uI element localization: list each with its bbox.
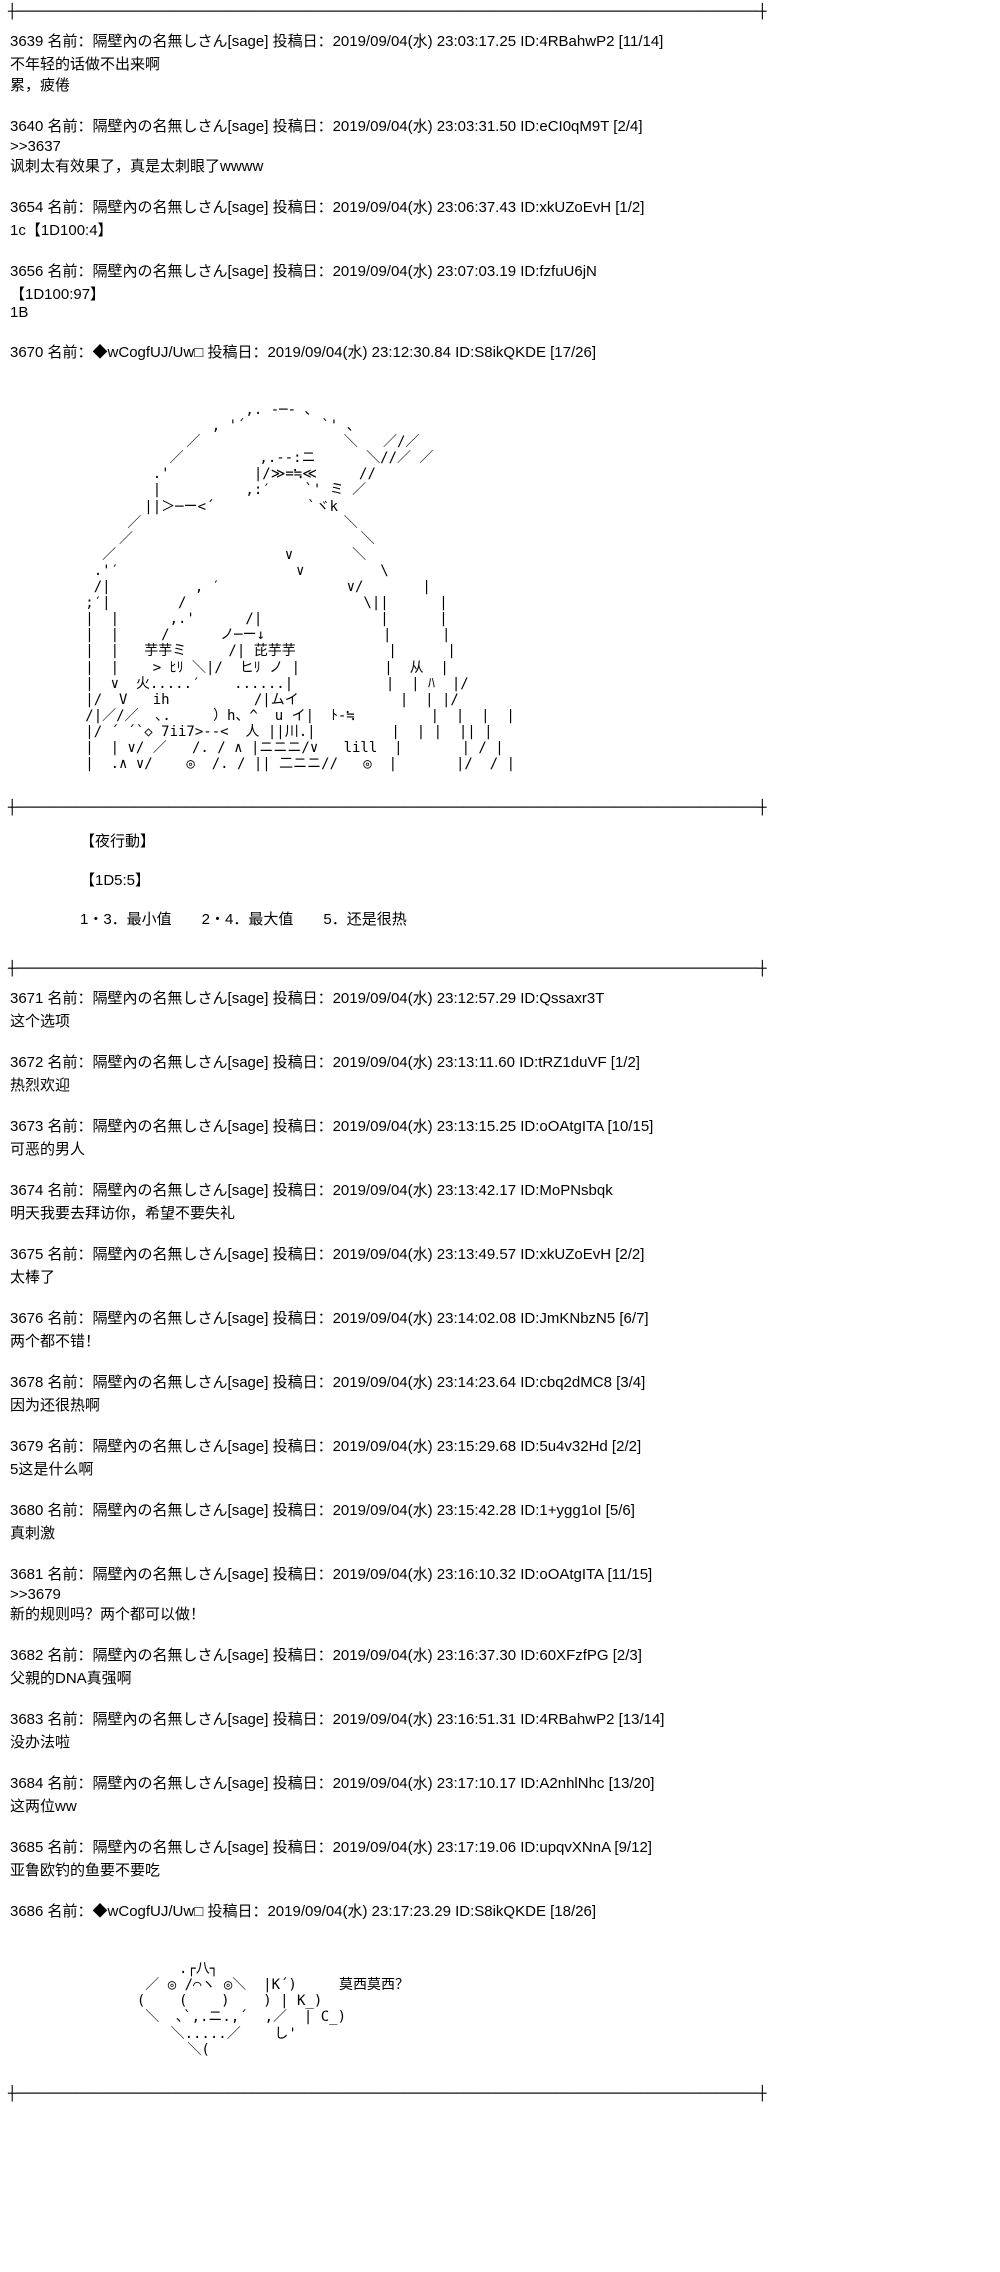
night-line-1: 【夜行動】 bbox=[80, 830, 1000, 851]
post-header: 3670 名前：◆wCogfUJ/Uw□ 投稿日：2019/09/04(水) 2… bbox=[10, 341, 990, 362]
night-line-3: 1・3．最小值 2・4．最大值 5．还是很热 bbox=[80, 908, 1000, 929]
post-body: 父親的DNA真强啊 bbox=[10, 1667, 990, 1688]
post-header: 3686 名前：◆wCogfUJ/Uw□ 投稿日：2019/09/04(水) 2… bbox=[10, 1900, 990, 1921]
post-header: 3639 名前：隔壁內の名無しさん[sage] 投稿日：2019/09/04(水… bbox=[10, 30, 990, 51]
night-action-block: 【夜行動】 【1D5:5】 1・3．最小值 2・4．最大值 5．还是很热 bbox=[0, 820, 1000, 957]
post: 3680 名前：隔壁內の名無しさん[sage] 投稿日：2019/09/04(水… bbox=[0, 1493, 1000, 1557]
post: 3679 名前：隔壁內の名無しさん[sage] 投稿日：2019/09/04(水… bbox=[0, 1429, 1000, 1493]
post-header: 3672 名前：隔壁內の名無しさん[sage] 投稿日：2019/09/04(水… bbox=[10, 1051, 990, 1072]
post-body: 可恶的男人 bbox=[10, 1138, 990, 1159]
night-line-2: 【1D5:5】 bbox=[80, 869, 1000, 890]
ascii-art-2: .┌八┐ ／ ◎ /⌒ヽ ◎＼ |K´) 莫西莫西？ ( ( ) ) | K_)… bbox=[0, 1951, 1000, 2068]
post-body: 亚鲁欧钓的鱼要不要吃 bbox=[10, 1859, 990, 1880]
post: 3683 名前：隔壁內の名無しさん[sage] 投稿日：2019/09/04(水… bbox=[0, 1702, 1000, 1766]
post-body: 太棒了 bbox=[10, 1266, 990, 1287]
post: 3676 名前：隔壁內の名無しさん[sage] 投稿日：2019/09/04(水… bbox=[0, 1301, 1000, 1365]
post: 3639 名前：隔壁內の名無しさん[sage] 投稿日：2019/09/04(水… bbox=[0, 24, 1000, 109]
post: 3685 名前：隔壁內の名無しさん[sage] 投稿日：2019/09/04(水… bbox=[0, 1830, 1000, 1894]
divider-mid-2: ┼───────────────────────────────────────… bbox=[0, 957, 1000, 981]
post-body: 这个选项 bbox=[10, 1010, 990, 1031]
post: 3682 名前：隔壁內の名無しさん[sage] 投稿日：2019/09/04(水… bbox=[0, 1638, 1000, 1702]
post-body: 新的规则吗？两个都可以做！ bbox=[10, 1603, 990, 1624]
post: 3656 名前：隔壁內の名無しさん[sage] 投稿日：2019/09/04(水… bbox=[0, 254, 1000, 335]
post-header: 3640 名前：隔壁內の名無しさん[sage] 投稿日：2019/09/04(水… bbox=[10, 115, 990, 136]
post-header: 3682 名前：隔壁內の名無しさん[sage] 投稿日：2019/09/04(水… bbox=[10, 1644, 990, 1665]
post-header: 3654 名前：隔壁內の名無しさん[sage] 投稿日：2019/09/04(水… bbox=[10, 196, 990, 217]
post: 3675 名前：隔壁內の名無しさん[sage] 投稿日：2019/09/04(水… bbox=[0, 1237, 1000, 1301]
post-header: 3680 名前：隔壁內の名無しさん[sage] 投稿日：2019/09/04(水… bbox=[10, 1499, 990, 1520]
post-body: 两个都不错！ bbox=[10, 1330, 990, 1351]
post: 3684 名前：隔壁內の名無しさん[sage] 投稿日：2019/09/04(水… bbox=[0, 1766, 1000, 1830]
divider-mid-1: ┼───────────────────────────────────────… bbox=[0, 796, 1000, 820]
divider-top: ┼───────────────────────────────────────… bbox=[0, 0, 1000, 24]
posts-section-2: 3671 名前：隔壁內の名無しさん[sage] 投稿日：2019/09/04(水… bbox=[0, 981, 1000, 1937]
post-body: 讽刺太有效果了，真是太刺眼了wwww bbox=[10, 155, 990, 176]
post-header: 3675 名前：隔壁內の名無しさん[sage] 投稿日：2019/09/04(水… bbox=[10, 1243, 990, 1264]
post-body: 这两位ww bbox=[10, 1795, 990, 1816]
post-header: 3679 名前：隔壁內の名無しさん[sage] 投稿日：2019/09/04(水… bbox=[10, 1435, 990, 1456]
post-header: 3676 名前：隔壁內の名無しさん[sage] 投稿日：2019/09/04(水… bbox=[10, 1307, 990, 1328]
reply-link[interactable]: >>3637 bbox=[10, 138, 990, 155]
post: 3670 名前：◆wCogfUJ/Uw□ 投稿日：2019/09/04(水) 2… bbox=[0, 335, 1000, 378]
post-header: 3685 名前：隔壁內の名無しさん[sage] 投稿日：2019/09/04(水… bbox=[10, 1836, 990, 1857]
post-body: 1c【1D100:4】 bbox=[10, 219, 990, 240]
post: 3672 名前：隔壁內の名無しさん[sage] 投稿日：2019/09/04(水… bbox=[0, 1045, 1000, 1109]
post-header: 3684 名前：隔壁內の名無しさん[sage] 投稿日：2019/09/04(水… bbox=[10, 1772, 990, 1793]
post-header: 3678 名前：隔壁內の名無しさん[sage] 投稿日：2019/09/04(水… bbox=[10, 1371, 990, 1392]
ascii-art-1: ,. -─- 、 , '´ `' 、 ／ ＼ ／/／ ／ ,.--:ニ ＼//／… bbox=[0, 392, 1000, 782]
post-body: 没办法啦 bbox=[10, 1731, 990, 1752]
post-body: 真刺激 bbox=[10, 1522, 990, 1543]
post-header: 3674 名前：隔壁內の名無しさん[sage] 投稿日：2019/09/04(水… bbox=[10, 1179, 990, 1200]
post: 3673 名前：隔壁內の名無しさん[sage] 投稿日：2019/09/04(水… bbox=[0, 1109, 1000, 1173]
post-body: 5这是什么啊 bbox=[10, 1458, 990, 1479]
post: 3678 名前：隔壁內の名無しさん[sage] 投稿日：2019/09/04(水… bbox=[0, 1365, 1000, 1429]
post: 3674 名前：隔壁內の名無しさん[sage] 投稿日：2019/09/04(水… bbox=[0, 1173, 1000, 1237]
post: 3686 名前：◆wCogfUJ/Uw□ 投稿日：2019/09/04(水) 2… bbox=[0, 1894, 1000, 1937]
post: 3640 名前：隔壁內の名無しさん[sage] 投稿日：2019/09/04(水… bbox=[0, 109, 1000, 190]
post-header: 3673 名前：隔壁內の名無しさん[sage] 投稿日：2019/09/04(水… bbox=[10, 1115, 990, 1136]
post-header: 3656 名前：隔壁內の名無しさん[sage] 投稿日：2019/09/04(水… bbox=[10, 260, 990, 281]
post: 3654 名前：隔壁內の名無しさん[sage] 投稿日：2019/09/04(水… bbox=[0, 190, 1000, 254]
post-body: 热烈欢迎 bbox=[10, 1074, 990, 1095]
post-body: 明天我要去拜访你，希望不要失礼 bbox=[10, 1202, 990, 1223]
reply-link[interactable]: >>3679 bbox=[10, 1586, 990, 1603]
post-body: 【1D100:97】 1B bbox=[10, 283, 990, 321]
posts-section-1: 3639 名前：隔壁內の名無しさん[sage] 投稿日：2019/09/04(水… bbox=[0, 24, 1000, 378]
post-header: 3671 名前：隔壁內の名無しさん[sage] 投稿日：2019/09/04(水… bbox=[10, 987, 990, 1008]
post-header: 3681 名前：隔壁內の名無しさん[sage] 投稿日：2019/09/04(水… bbox=[10, 1563, 990, 1584]
divider-bottom: ┼───────────────────────────────────────… bbox=[0, 2082, 1000, 2106]
post: 3681 名前：隔壁內の名無しさん[sage] 投稿日：2019/09/04(水… bbox=[0, 1557, 1000, 1638]
post-header: 3683 名前：隔壁內の名無しさん[sage] 投稿日：2019/09/04(水… bbox=[10, 1708, 990, 1729]
post-body: 不年轻的话做不出来啊 累，疲倦 bbox=[10, 53, 990, 95]
post: 3671 名前：隔壁內の名無しさん[sage] 投稿日：2019/09/04(水… bbox=[0, 981, 1000, 1045]
post-body: 因为还很热啊 bbox=[10, 1394, 990, 1415]
